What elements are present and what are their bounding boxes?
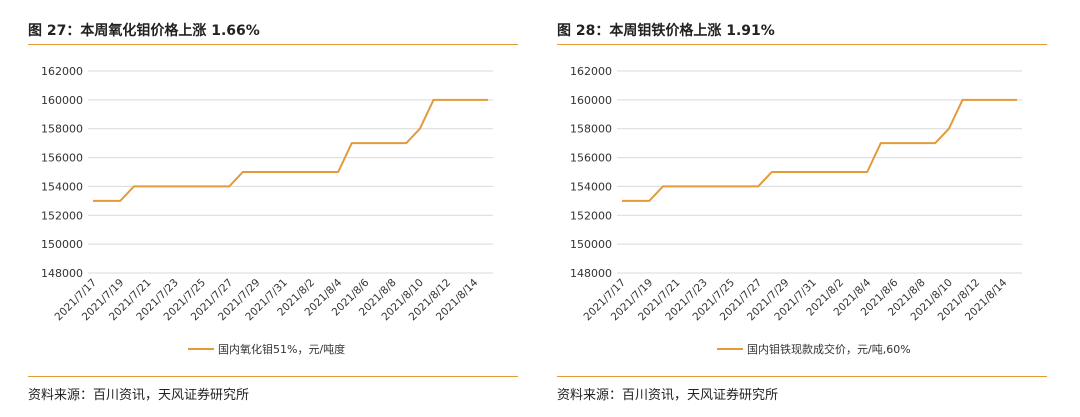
figure-28-panel: 图 28：本周钼铁价格上涨 1.91% 148000 150000 152000 15… — [557, 0, 1077, 417]
figure-27-source: 资料来源：百川资讯，天风证券研究所 — [28, 388, 250, 403]
y-tick-label: 162000 — [570, 65, 612, 78]
molybdenum-oxide-price-chart: 148000 150000 152000 154000 156000 158000 1600… — [41, 65, 493, 356]
y-tick-label: 152000 — [41, 209, 83, 222]
legend-label: 国内氧化钼51%，元/吨度 — [218, 342, 345, 356]
source-rule — [557, 376, 1047, 377]
title-rule — [28, 44, 518, 45]
series-line — [622, 98, 1017, 202]
y-tick-label: 156000 — [570, 152, 612, 165]
y-tick-label: 150000 — [41, 238, 83, 251]
y-tick-label: 152000 — [570, 209, 612, 222]
y-tick-label: 154000 — [41, 180, 83, 193]
y-tick-label: 154000 — [570, 180, 612, 193]
ferromolybdenum-price-chart: 148000 150000 152000 154000 156000 158000 1600… — [570, 65, 1022, 356]
y-tick-label: 160000 — [570, 94, 612, 107]
figure-28-source: 资料来源：百川资讯，天风证券研究所 — [557, 388, 779, 403]
title-rule — [557, 44, 1047, 45]
y-tick-label: 158000 — [570, 123, 612, 136]
source-rule — [28, 376, 518, 377]
y-tick-label: 148000 — [41, 267, 83, 280]
y-tick-label: 156000 — [41, 152, 83, 165]
y-tick-label: 158000 — [41, 123, 83, 136]
y-tick-label: 148000 — [570, 267, 612, 280]
series-line — [93, 98, 488, 202]
figure-27-title: 图 27：本周氧化钼价格上涨 1.66% — [28, 23, 260, 39]
y-tick-label: 160000 — [41, 94, 83, 107]
legend-label: 国内钼铁现款成交价，元/吨,60% — [747, 342, 911, 356]
figure-28-title: 图 28：本周钼铁价格上涨 1.91% — [557, 23, 775, 39]
figure-27-panel: 图 27：本周氧化钼价格上涨 1.66% 148000 150000 152000 1… — [28, 0, 548, 417]
y-tick-label: 150000 — [570, 238, 612, 251]
y-tick-label: 162000 — [41, 65, 83, 78]
